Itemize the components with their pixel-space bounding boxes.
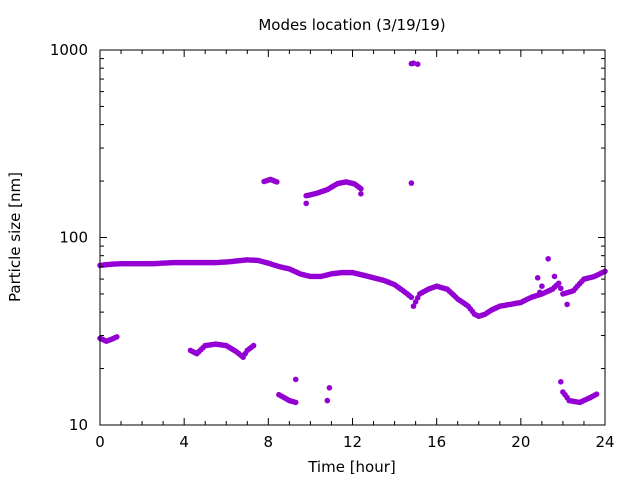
data-point [292, 399, 299, 406]
data-point [564, 301, 570, 308]
data-point [326, 385, 333, 391]
data-point [555, 280, 562, 287]
data-point [558, 285, 564, 292]
data-point [410, 303, 417, 310]
data-point [292, 376, 299, 383]
y-tick-label: 100 [59, 229, 88, 247]
data-point [545, 255, 551, 262]
data-point [537, 289, 543, 296]
x-tick-labels: 0 4 8 12 16 20 24 [95, 433, 614, 451]
data-point [593, 391, 600, 398]
y-tick-label: 1000 [50, 41, 88, 59]
plot-frame [99, 49, 606, 426]
x-tick-label: 16 [427, 433, 446, 451]
data-point [534, 275, 541, 281]
y-tick-label: 10 [69, 416, 88, 434]
data-point [303, 200, 310, 207]
y-axis-label: Particle size [nm] [6, 172, 24, 302]
data-point [114, 334, 120, 340]
x-tick-label: 20 [511, 433, 530, 451]
y-tick-labels: 10 100 1000 [50, 41, 88, 434]
data-point [324, 397, 331, 404]
data-points [97, 60, 608, 406]
data-point [410, 60, 417, 66]
data-point [408, 180, 415, 186]
data-point [274, 179, 280, 185]
data-point [250, 342, 257, 349]
data-point [414, 61, 421, 67]
x-tick-label: 8 [264, 433, 274, 451]
x-tick-label: 12 [343, 433, 362, 451]
x-tick-label: 24 [595, 433, 614, 451]
data-point [558, 379, 564, 385]
data-point [358, 191, 364, 197]
x-tick-label: 0 [95, 433, 105, 451]
data-point [551, 273, 558, 280]
x-axis-label: Time [hour] [307, 458, 396, 476]
data-point [408, 294, 415, 301]
chart-title: Modes location (3/19/19) [258, 16, 445, 34]
x-tick-label: 4 [179, 433, 189, 451]
axis-ticks [99, 49, 606, 426]
data-point [539, 283, 545, 290]
data-point [358, 185, 364, 192]
